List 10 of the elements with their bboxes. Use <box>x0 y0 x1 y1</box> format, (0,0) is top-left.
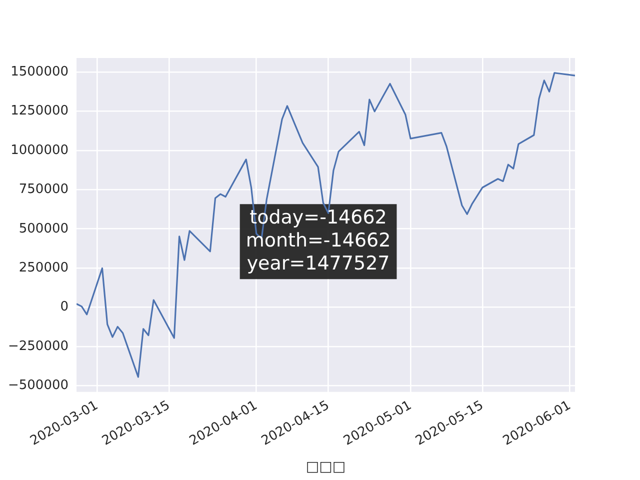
y-tick-label: 1500000 <box>10 64 69 80</box>
y-tick-label: 1250000 <box>10 104 69 119</box>
y-tick-label: −500000 <box>8 378 69 394</box>
y-tick-label: 1000000 <box>10 142 69 158</box>
y-tick-label: 750000 <box>18 182 69 198</box>
y-tick-label: −250000 <box>8 338 69 354</box>
y-tick-label: 500000 <box>18 221 69 236</box>
x-axis-title: □□□ <box>306 459 346 476</box>
y-tick-label: 0 <box>60 300 69 315</box>
y-tick-label: 250000 <box>18 260 69 276</box>
